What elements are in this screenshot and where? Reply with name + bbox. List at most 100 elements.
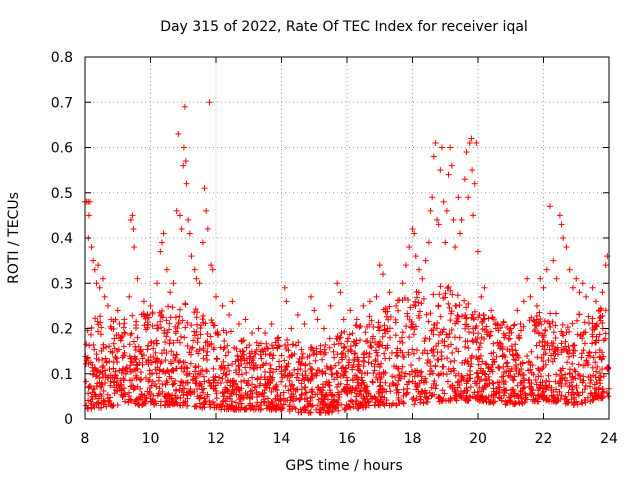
data-point-cloud <box>429 348 436 355</box>
data-point-cloud <box>540 351 547 358</box>
data-point-cloud <box>210 365 217 372</box>
data-point-cloud <box>268 388 275 395</box>
data-point-cloud <box>552 378 559 385</box>
data-point-cloud <box>351 350 358 357</box>
data-point-cloud <box>371 363 378 370</box>
data-point-cloud <box>504 359 511 366</box>
data-point-cloud <box>530 371 537 378</box>
data-point <box>440 198 447 205</box>
data-point <box>386 289 393 296</box>
data-point <box>470 212 477 219</box>
data-point-cloud <box>543 377 550 384</box>
data-point-cloud <box>481 370 488 377</box>
data-point <box>176 212 183 219</box>
data-point-cloud <box>489 314 496 321</box>
data-point-cloud <box>381 350 388 357</box>
data-point <box>255 325 262 332</box>
data-point <box>463 149 470 156</box>
data-point-cloud <box>173 386 180 393</box>
data-point-cloud <box>569 360 576 367</box>
data-point-cloud <box>157 324 164 331</box>
data-point-cloud <box>425 318 432 325</box>
data-point-cloud <box>427 363 434 370</box>
data-point-cloud <box>163 377 170 384</box>
data-point-cloud <box>449 291 456 298</box>
data-point-cloud <box>400 386 407 393</box>
data-point <box>469 167 476 174</box>
data-point-cloud <box>186 370 193 377</box>
data-point-cloud <box>349 376 356 383</box>
data-point-cloud <box>217 344 224 351</box>
data-point-cloud <box>263 340 270 347</box>
data-point-cloud <box>431 377 438 384</box>
data-point-cloud <box>448 308 455 315</box>
data-point-cloud <box>188 322 195 329</box>
data-point-cloud <box>394 381 401 388</box>
data-point-cloud <box>392 332 399 339</box>
data-point-cloud <box>571 367 578 374</box>
data-point-cloud <box>467 371 474 378</box>
data-point-cloud <box>287 386 294 393</box>
data-point <box>96 284 103 291</box>
data-point-cloud <box>570 401 577 408</box>
data-point-cloud <box>505 336 512 343</box>
data-point <box>558 221 565 228</box>
data-point-cloud <box>413 395 420 402</box>
data-point-cloud <box>593 322 600 329</box>
data-point-cloud <box>111 390 118 397</box>
data-point <box>337 289 344 296</box>
data-point-cloud <box>375 319 382 326</box>
data-point-cloud <box>447 358 454 365</box>
data-point-cloud <box>100 363 107 370</box>
data-point-cloud <box>409 321 416 328</box>
data-point-cloud <box>520 371 527 378</box>
data-point-cloud <box>490 340 497 347</box>
data-point-cloud <box>540 364 547 371</box>
data-point-cloud <box>228 390 235 397</box>
data-point-cloud <box>482 377 489 384</box>
data-point-cloud <box>172 328 179 335</box>
data-point-cloud <box>290 341 297 348</box>
data-point-cloud <box>189 344 196 351</box>
data-point-cloud <box>280 389 287 396</box>
x-tick-label: 14 <box>273 431 291 447</box>
data-point <box>556 212 563 219</box>
data-point-cloud <box>342 352 349 359</box>
data-point-cloud <box>403 323 410 330</box>
data-point-cloud <box>154 322 161 329</box>
data-point-cloud <box>517 387 524 394</box>
data-point-cloud <box>559 321 566 328</box>
data-point-cloud <box>322 381 329 388</box>
data-point-cloud <box>476 392 483 399</box>
data-point-cloud <box>406 334 413 341</box>
data-point-cloud <box>330 348 337 355</box>
data-point-cloud <box>167 337 174 344</box>
data-point <box>268 320 275 327</box>
data-point-cloud <box>581 386 588 393</box>
data-point <box>95 262 102 269</box>
data-point-cloud <box>448 327 455 334</box>
data-point-cloud <box>227 378 234 385</box>
data-point-cloud <box>164 329 171 336</box>
data-point-cloud <box>96 375 103 382</box>
data-point-cloud <box>464 377 471 384</box>
data-point-cloud <box>282 367 289 374</box>
data-point <box>219 302 226 309</box>
data-point <box>448 162 455 169</box>
data-point-cloud <box>294 386 301 393</box>
data-point <box>602 262 609 269</box>
data-point-cloud <box>447 317 454 324</box>
data-point-cloud <box>171 380 178 387</box>
data-point-cloud <box>153 383 160 390</box>
data-point-cloud <box>435 372 442 379</box>
data-point-cloud <box>452 320 459 327</box>
x-tick-label: 8 <box>81 431 90 447</box>
data-point-cloud <box>479 318 486 325</box>
data-point-cloud <box>194 321 201 328</box>
data-point-cloud <box>240 348 247 355</box>
data-point-cloud <box>286 377 293 384</box>
data-point-cloud <box>86 342 93 349</box>
data-point <box>131 244 138 251</box>
data-point-cloud <box>416 308 423 315</box>
data-point-cloud <box>470 316 477 323</box>
